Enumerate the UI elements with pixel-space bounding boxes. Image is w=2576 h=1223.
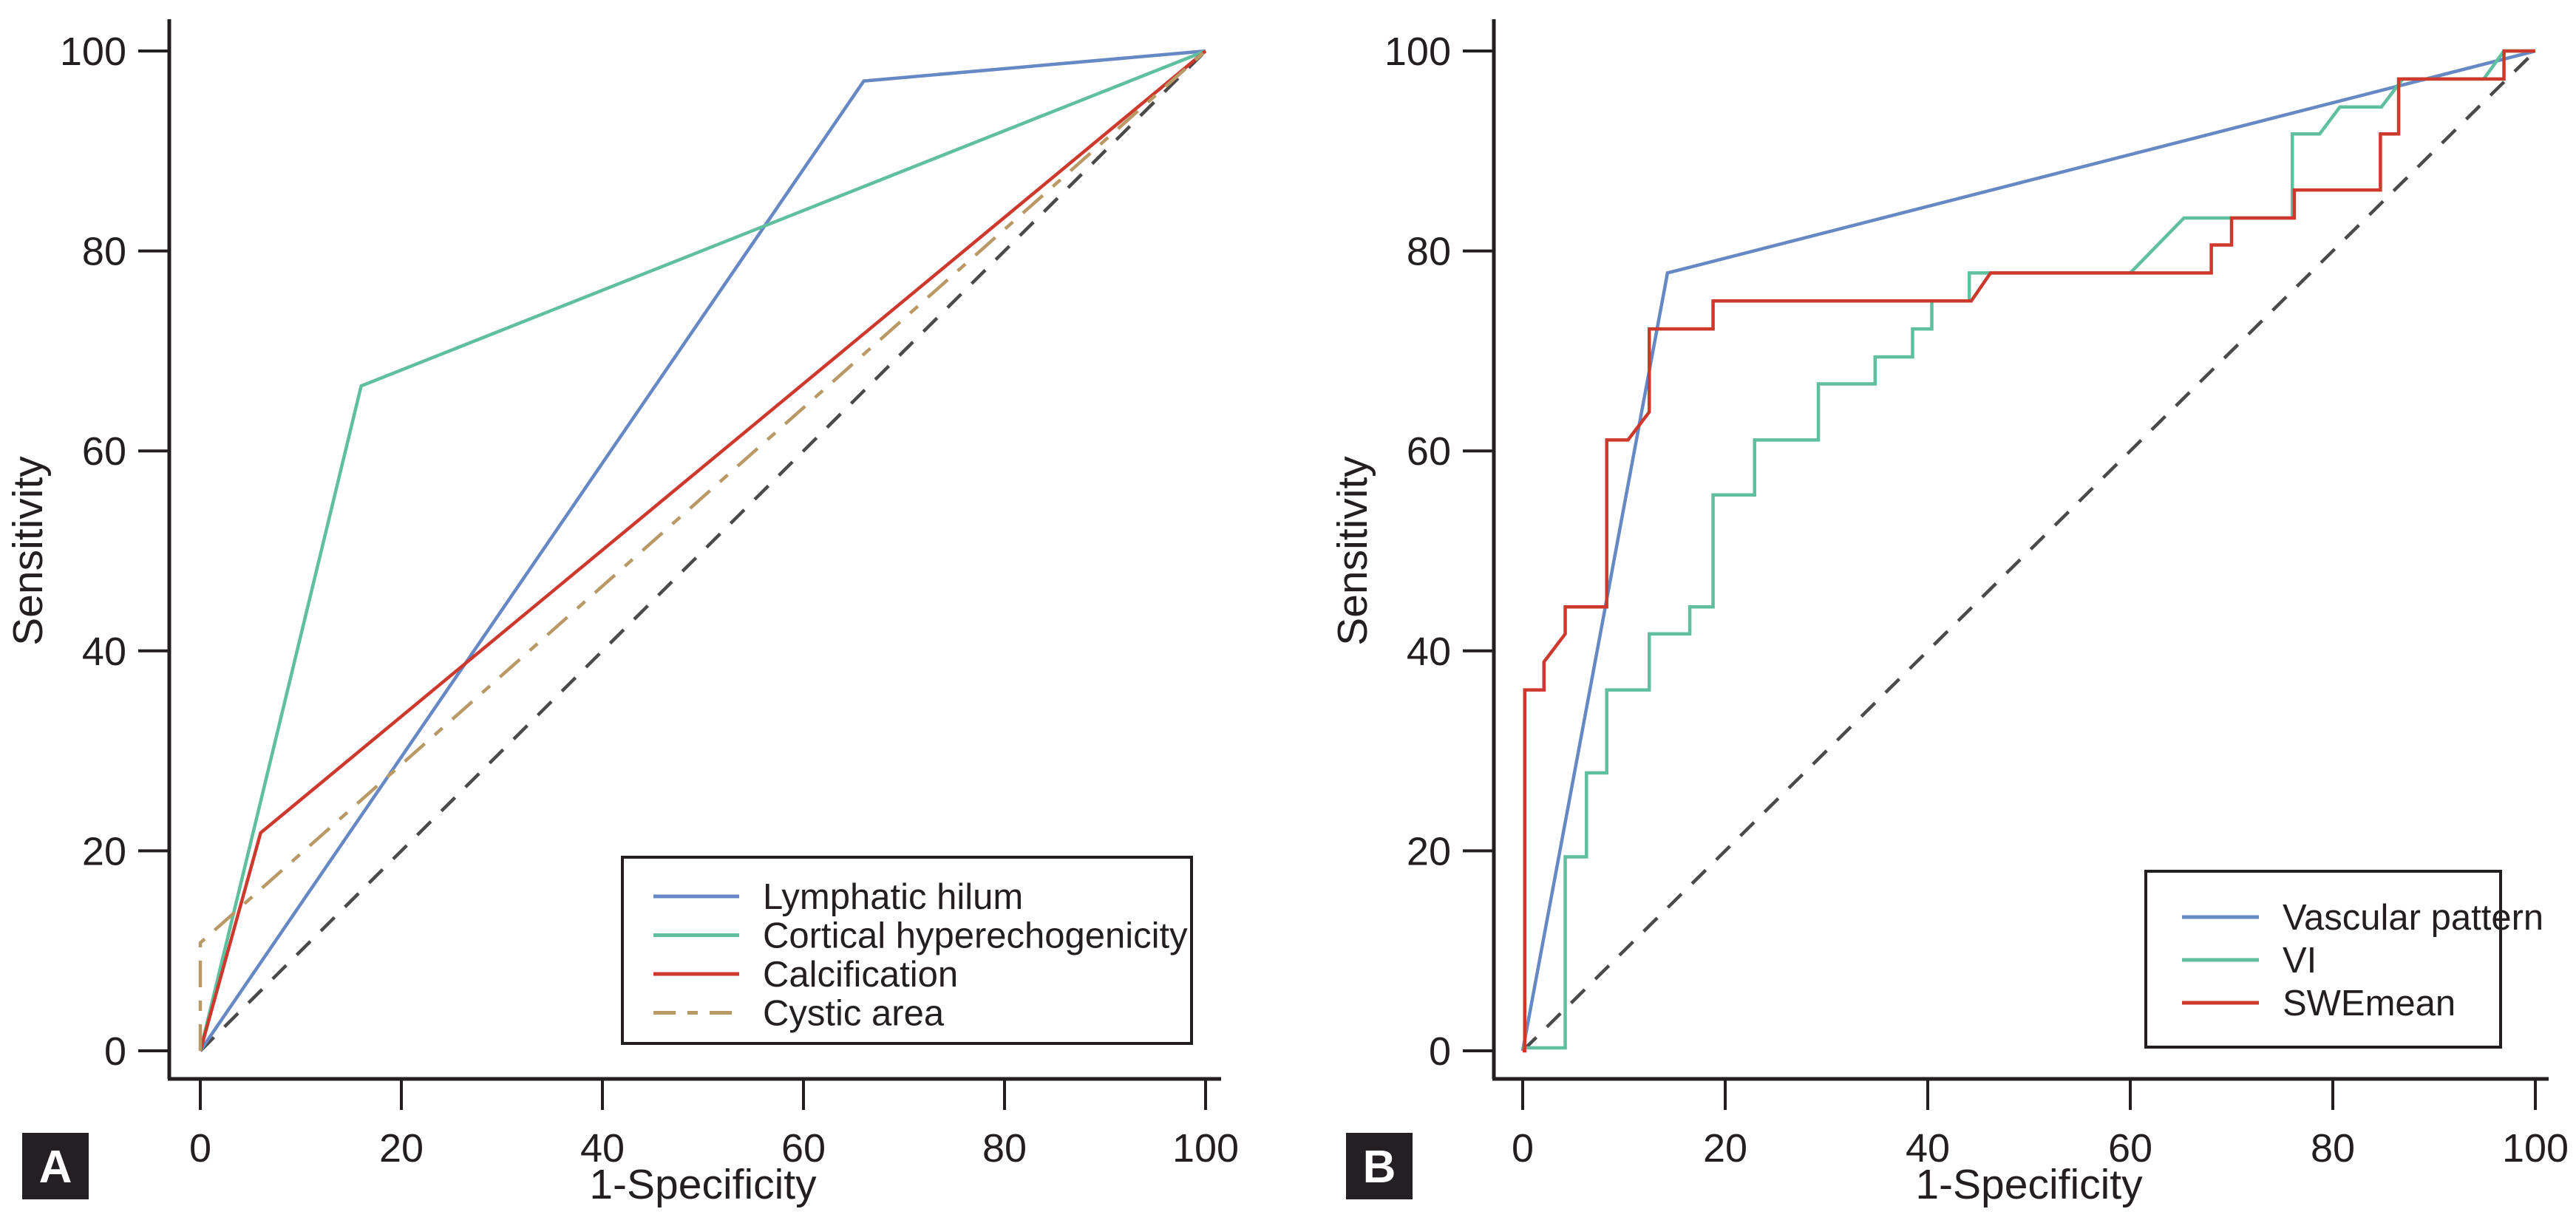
panel-b-badge bbox=[1346, 1133, 1413, 1199]
panel-a-roc-curve-calcification bbox=[198, 50, 1207, 1052]
panel-a-roc-curve-lymphatic-hilum bbox=[199, 49, 1206, 1052]
panel-a-x-axis-title: 1-Specificity bbox=[589, 1161, 817, 1208]
panel-b-x-tick-label: 100 bbox=[2502, 1126, 2569, 1171]
panel-b-y-tick-label: 80 bbox=[1407, 230, 1451, 274]
panel-a-legend-label-lymphatic-hilum: Lymphatic hilum bbox=[763, 877, 1023, 917]
panel-b-x-tick-label: 20 bbox=[1703, 1126, 1747, 1171]
panel-a-roc-curve-cortical-hyperechogenicity bbox=[198, 49, 1206, 1052]
panel-a-y-tick-label: 0 bbox=[104, 1029, 126, 1074]
panel-b-x-tick-label: 60 bbox=[2108, 1126, 2152, 1171]
panel-b-legend-label-vi: VI bbox=[2283, 941, 2317, 981]
panel-b-x-tick-label: 40 bbox=[1906, 1126, 1950, 1171]
panel-b-roc-curve-vascular-pattern bbox=[1520, 49, 2536, 1052]
panel-a-x-tick-label: 0 bbox=[189, 1126, 211, 1171]
panel-a-y-tick-label: 60 bbox=[82, 429, 126, 474]
panel-a-y-tick-label: 40 bbox=[82, 630, 126, 674]
panel-a-legend-label-cortical-hyperechogenicity: Cortical hyperechogenicity bbox=[763, 916, 1188, 956]
panel-b-y-tick-label: 100 bbox=[1384, 30, 1451, 74]
panel-a-x-tick-label: 40 bbox=[580, 1126, 625, 1171]
panel-a-x-tick-label: 60 bbox=[781, 1126, 826, 1171]
panel-a-roc-curve-cystic-area bbox=[198, 50, 1207, 1051]
panel-a-y-axis-title: Sensitivity bbox=[4, 456, 52, 646]
panel-a-y-tick-label: 100 bbox=[60, 30, 126, 74]
panel-a-y-tick-label: 80 bbox=[82, 230, 126, 274]
panel-b-y-tick-label: 60 bbox=[1407, 429, 1451, 474]
panel-b-x-tick-label: 80 bbox=[2311, 1126, 2355, 1171]
panel-b-badge-label: B bbox=[1363, 1142, 1396, 1193]
panel-a-badge-label: A bbox=[39, 1142, 72, 1193]
panel-a-badge bbox=[22, 1133, 89, 1199]
panel-a-legend-label-cystic-area: Cystic area bbox=[763, 994, 945, 1034]
panel-a-x-tick-label: 20 bbox=[379, 1126, 424, 1171]
panel-b-roc-curve-vi bbox=[1523, 49, 2535, 1050]
panel-b-y-tick-label: 40 bbox=[1407, 630, 1451, 674]
panel-a-x-tick-label: 80 bbox=[982, 1126, 1027, 1171]
panel-b-y-tick-label: 0 bbox=[1429, 1029, 1451, 1074]
panel-b-x-axis-title: 1-Specificity bbox=[1915, 1161, 2143, 1208]
panel-a-legend-label-calcification: Calcification bbox=[763, 955, 958, 995]
panel-a-y-tick-label: 20 bbox=[82, 829, 126, 873]
panel-b-roc-curve-swemean bbox=[1523, 49, 2535, 1053]
panel-b-legend-label-vascular-pattern: Vascular pattern bbox=[2283, 898, 2543, 938]
panel-b-y-tick-label: 20 bbox=[1407, 829, 1451, 873]
panel-a-x-tick-label: 100 bbox=[1172, 1126, 1239, 1171]
panel-b-x-tick-label: 0 bbox=[1512, 1126, 1534, 1171]
panel-b-y-axis-title: Sensitivity bbox=[1329, 456, 1376, 646]
panel-b-legend-label-swemean: SWEmean bbox=[2283, 984, 2456, 1023]
